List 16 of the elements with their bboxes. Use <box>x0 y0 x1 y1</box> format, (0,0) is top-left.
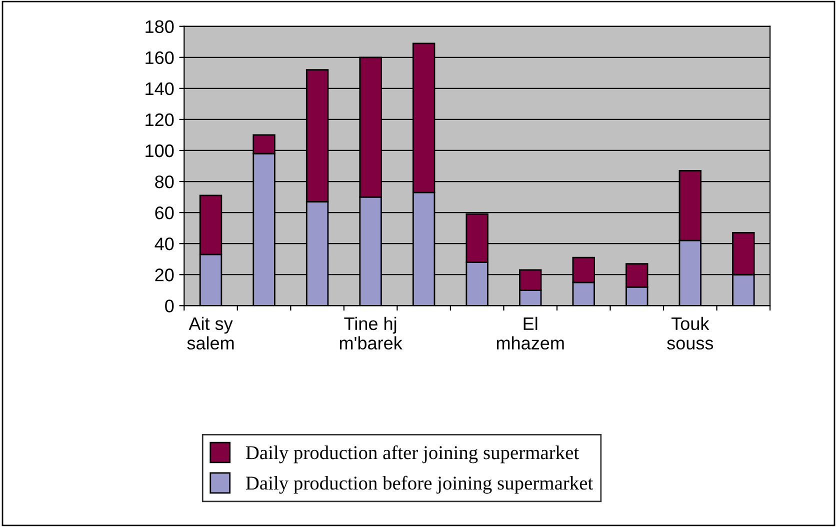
y-tick-label: 180 <box>146 20 174 34</box>
y-tick-label: 120 <box>146 113 174 126</box>
x-tick-label: Touk souss <box>667 316 714 350</box>
y-tick-label: 60 <box>155 206 174 220</box>
x-tick-label: El mhazem <box>496 316 564 350</box>
legend-label: Daily production before joining supermarket <box>246 476 594 494</box>
y-tick-label: 80 <box>155 175 174 188</box>
x-tick-label: Ait sy salem <box>187 316 234 350</box>
y-tick-label: 40 <box>154 238 174 250</box>
y-tick-label: 100 <box>146 144 174 158</box>
y-tick-label: 160 <box>146 51 174 64</box>
y-tick-label: 140 <box>146 82 174 96</box>
legend-label: Daily production after joining supermarket <box>246 445 579 464</box>
y-tick-label: 0 <box>165 300 174 312</box>
x-tick-label: Tine hj m'barek <box>340 316 402 350</box>
y-tick-label: 20 <box>155 268 174 282</box>
